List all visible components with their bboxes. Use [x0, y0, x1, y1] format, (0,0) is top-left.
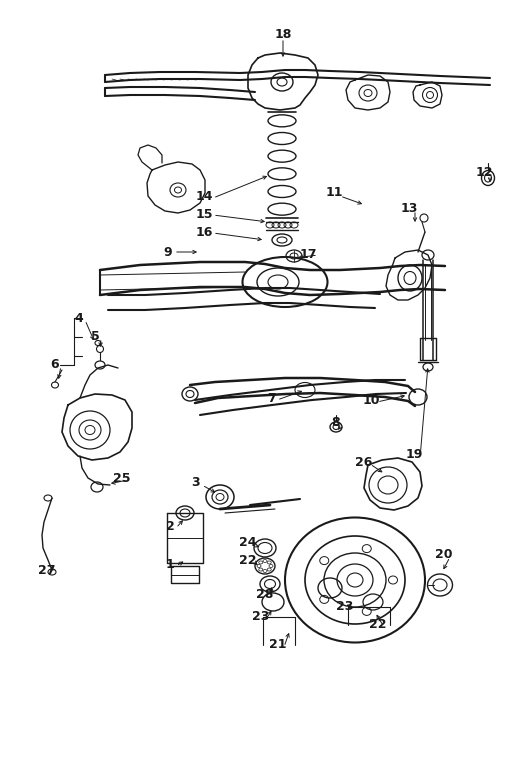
Text: 11: 11 [325, 186, 343, 199]
Text: 13: 13 [400, 202, 417, 215]
Text: 19: 19 [405, 448, 423, 461]
Text: 6: 6 [51, 358, 59, 371]
Text: 20: 20 [436, 549, 453, 562]
Text: 5: 5 [91, 330, 100, 343]
Text: 28: 28 [256, 588, 273, 601]
Text: 18: 18 [275, 28, 292, 42]
Text: 26: 26 [356, 456, 373, 469]
Text: 14: 14 [195, 189, 213, 202]
Text: 16: 16 [196, 225, 213, 238]
Text: 10: 10 [362, 393, 380, 406]
Text: 23: 23 [336, 600, 353, 613]
Text: 22: 22 [369, 619, 387, 632]
Text: 22: 22 [239, 555, 257, 568]
Text: 27: 27 [38, 563, 56, 577]
Text: 9: 9 [164, 246, 172, 259]
Text: 24: 24 [239, 537, 257, 549]
Text: 1: 1 [166, 559, 174, 572]
Text: 2: 2 [166, 521, 174, 533]
Text: 25: 25 [113, 472, 131, 485]
Text: 17: 17 [299, 247, 317, 260]
Text: 23: 23 [252, 610, 270, 623]
Text: 12: 12 [475, 165, 493, 179]
Text: 4: 4 [75, 311, 84, 324]
Text: 3: 3 [191, 476, 200, 489]
Text: 21: 21 [269, 638, 287, 651]
Text: 7: 7 [267, 391, 276, 405]
Text: 15: 15 [195, 208, 213, 221]
Text: 8: 8 [332, 416, 341, 429]
